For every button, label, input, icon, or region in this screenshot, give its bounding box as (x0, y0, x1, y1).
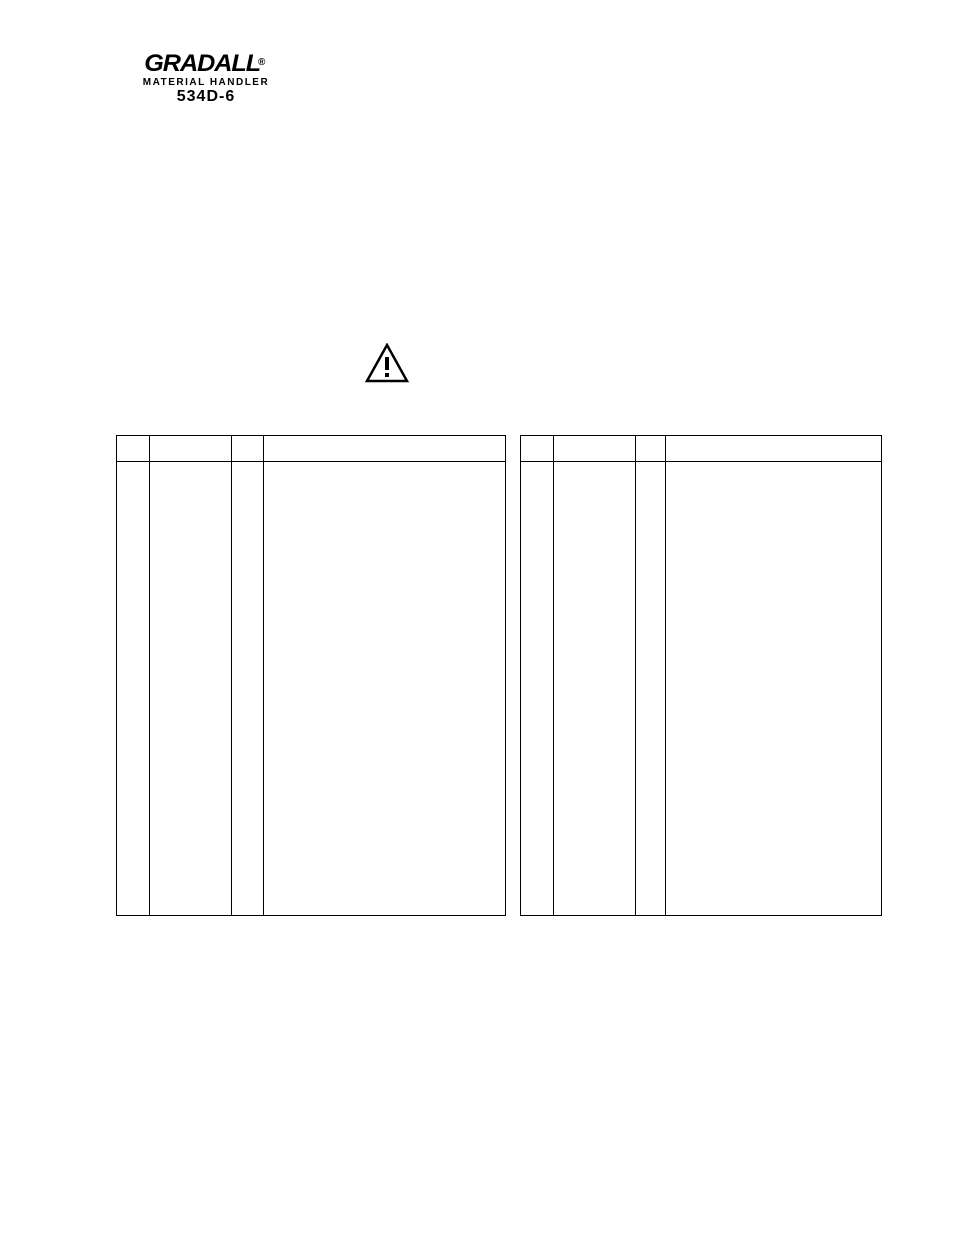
table-row (521, 462, 882, 916)
table-cell (665, 462, 881, 916)
table-cell (521, 462, 554, 916)
document-page: GRADALL® MATERIAL HANDLER 534D-6 (0, 0, 954, 1235)
table-cell (231, 462, 263, 916)
col-header (231, 436, 263, 462)
col-header (553, 436, 635, 462)
table-cell (635, 462, 665, 916)
parts-table-left (116, 435, 506, 916)
brand-name-row: GRADALL® (126, 52, 286, 76)
brand-name: GRADALL (144, 52, 260, 76)
parts-table-right (520, 435, 882, 916)
brand-model: 534D-6 (126, 88, 286, 106)
brand-subtitle: MATERIAL HANDLER (126, 77, 286, 88)
col-header (635, 436, 665, 462)
table-row (117, 462, 506, 916)
col-header (665, 436, 881, 462)
table-header-row (521, 436, 882, 462)
col-header (263, 436, 505, 462)
table-cell (553, 462, 635, 916)
col-header (149, 436, 231, 462)
table-cell (149, 462, 231, 916)
table-header-row (117, 436, 506, 462)
brand-logo: GRADALL® MATERIAL HANDLER 534D-6 (126, 52, 286, 106)
warning-triangle-icon (365, 343, 409, 388)
col-header (117, 436, 150, 462)
table-cell (263, 462, 505, 916)
col-header (521, 436, 554, 462)
table-cell (117, 462, 150, 916)
tables-container (116, 435, 882, 916)
